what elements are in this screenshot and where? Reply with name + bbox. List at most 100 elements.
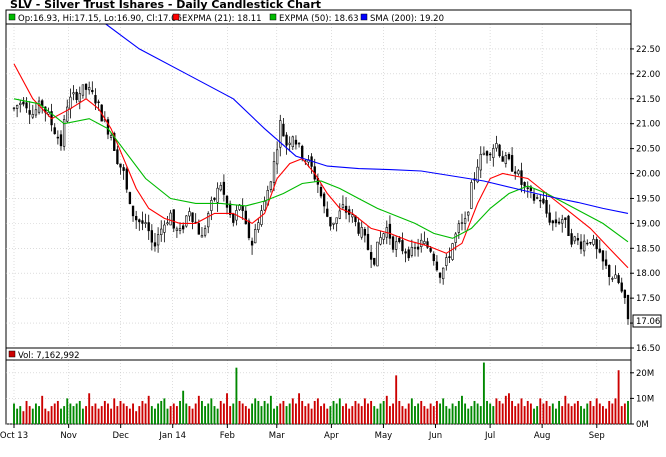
volume-bar [313,400,316,424]
volume-bar [442,398,445,424]
candle-down [329,216,332,227]
volume-bar [269,395,272,424]
volume-bar [548,406,551,424]
candle-up [166,222,169,225]
candle-up [460,222,464,224]
candle-up [207,213,210,228]
candle-down [432,253,435,262]
candle-down [429,248,432,252]
volume-bar [461,395,463,424]
candle-up [297,142,301,145]
candle-up [66,106,69,122]
volume-bar [589,400,592,424]
volume-bar [404,408,407,424]
ma-line [91,13,629,214]
volume-bar [248,408,250,424]
volume-bar [341,406,344,424]
legend-swatch [269,13,277,21]
volume-bar [448,408,451,424]
volume-bar [564,395,567,424]
volume-bar [113,398,116,424]
candle-down [213,197,216,200]
candle-up [291,136,294,148]
volume-legend-label: Vol: 7,162,992 [18,351,80,361]
volume-bar [204,406,207,424]
candle-down [225,195,229,208]
candle-up [144,222,147,225]
candle-down [608,265,611,277]
candle-up [463,218,467,224]
candle-up [175,228,179,231]
price-axis-ticks: 16.5017.0017.5018.0018.5019.0019.5020.00… [630,45,660,354]
candle-down [301,145,304,159]
candle-up [203,228,207,236]
candle-up [582,240,586,252]
candle-up [614,274,617,279]
candle-down [285,134,288,146]
volume-bar [38,406,41,424]
volume-bar [573,403,576,424]
volume-bar [276,406,279,424]
volume-bar [611,403,614,424]
volume-bar [423,406,426,424]
volume-bar [605,408,608,424]
volume-bar [116,406,119,424]
candle-down [153,242,157,247]
x-tick-label: May [375,431,393,441]
volume-bar [570,406,573,424]
candle-down [94,95,97,104]
candle-up [109,135,113,138]
volume-bar [244,406,247,424]
volume-bar [476,403,479,424]
price-tick-label: 22.50 [636,45,660,55]
volume-bar [85,406,87,424]
volume-bar [294,403,297,424]
candle-down [294,139,298,145]
volume-bar [163,398,166,424]
volume-bar [370,400,373,424]
candle-up [332,222,335,225]
x-tick-label: Feb [220,431,235,441]
candle-down [116,149,119,165]
volume-tick-label: 10M [636,394,654,404]
price-tick-label: 21.50 [636,95,660,105]
volume-bar [551,403,554,424]
volume-bar [326,408,329,424]
legend: EXPMA (21): 18.11 EXPMA (50): 18.63 SMA (2… [172,13,444,24]
candle-down [182,225,185,230]
candle-down [595,239,598,250]
candle-up [395,241,398,250]
volume-bar [501,403,504,424]
candle-up [338,210,341,219]
candle-up [535,197,539,199]
candle-up [34,109,38,116]
candle-up [200,235,204,238]
candle-down [141,220,144,224]
volume-bar [169,406,172,424]
candle-down [586,242,589,245]
volume-bar [367,403,369,424]
volume-bar [226,393,228,424]
volume-bar [47,411,50,424]
volume-bar [53,403,56,424]
price-tick-label: 18.00 [636,269,660,279]
candle-up [573,236,576,242]
volume-bar [135,411,138,424]
volume-bar [451,403,454,424]
volume-bar [285,406,288,424]
candle-up [457,223,460,233]
candle-up [72,92,75,95]
candle-up [335,217,338,224]
candle-down [579,241,583,250]
candle-up [12,107,16,110]
candle-down [113,132,116,151]
price-tick-label: 19.50 [636,194,660,204]
candle-down [567,215,570,237]
volume-bar [385,395,388,424]
candle-up [445,257,448,266]
volume-bar [608,400,611,424]
volume-panel: 0M 10M 20M Vol: 7,162,992 [5,347,654,430]
volume-bar [470,406,473,424]
volume-bar [614,398,617,424]
price-panel: 16.5017.0017.5018.0018.5019.0019.5020.00… [5,0,662,354]
